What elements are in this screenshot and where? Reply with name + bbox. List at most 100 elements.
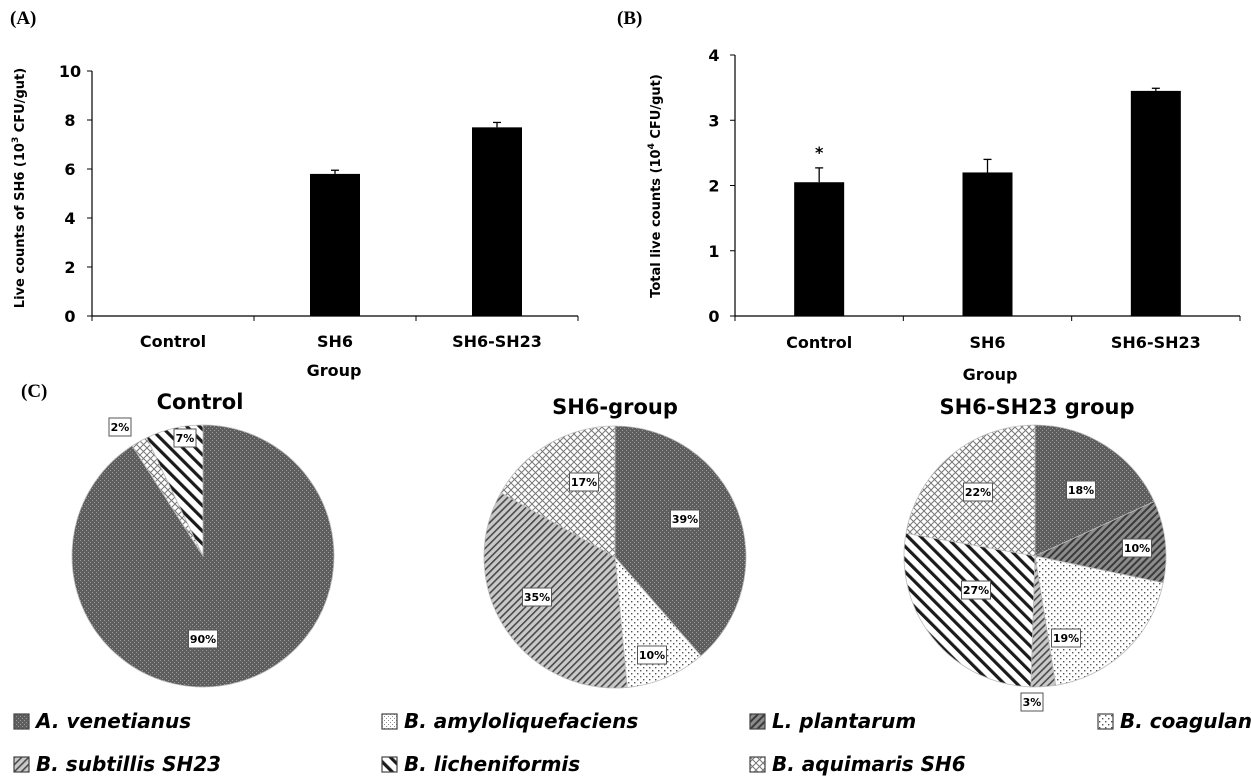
- pie-title-sh6-group: SH6-group: [552, 395, 678, 419]
- legend-label: B. amyloliquefaciens: [404, 709, 638, 733]
- pie-slice: [614, 425, 747, 657]
- pie-label-box: [1122, 538, 1152, 558]
- pie-label-box: [1020, 692, 1044, 712]
- y-tick-label: 2: [708, 177, 719, 196]
- legend-label: B. subtillis SH23: [36, 752, 221, 776]
- pie-label-box: [569, 472, 599, 492]
- legend-swatch: [749, 756, 766, 773]
- bar: [472, 127, 522, 316]
- panel-label-c: (C): [21, 381, 47, 402]
- y-tick-label: 8: [64, 111, 75, 130]
- pie-percent-label: 27%: [963, 584, 989, 597]
- bar: [1130, 90, 1181, 316]
- legend: A. venetianus B. amyloliquefaciens L. plan…: [13, 709, 1251, 776]
- y-axis-title-b-main: Total live counts (10: [649, 149, 664, 297]
- pie-label-box: [1051, 628, 1081, 648]
- pie-chart-control: Control 90% 2% 7%: [71, 390, 335, 688]
- y-tick-label: 2: [64, 258, 75, 277]
- legend-swatch: [1097, 713, 1114, 730]
- pie-title-control: Control: [157, 390, 244, 414]
- pie-percent-label: 35%: [524, 591, 550, 604]
- panel-label-a: (A): [10, 8, 36, 29]
- x-category-label: SH6-SH23: [452, 332, 542, 351]
- pie-title-sh6-sh23-group: SH6-SH23 group: [939, 395, 1134, 419]
- pie-percent-label: 19%: [1053, 632, 1079, 645]
- pie-slice: [500, 425, 616, 558]
- pie-percent-label: 2%: [111, 421, 130, 434]
- legend-swatch: [381, 756, 398, 773]
- pie-slice: [903, 532, 1036, 688]
- legend-swatch: [381, 713, 398, 730]
- legend-item: B. licheniformis: [381, 752, 580, 776]
- pie-label-box: [670, 509, 700, 529]
- pie-slice: [71, 424, 335, 688]
- y-axis-title-a-tail: CFU/gut): [13, 68, 28, 137]
- y-axis-title-a: Live counts of SH6 (103 CFU/gut): [11, 68, 28, 308]
- pie-percent-label: 39%: [672, 513, 698, 526]
- significance-marker: *: [815, 143, 824, 162]
- bar-chart-a: Live counts of SH6 (103 CFU/gut) Group 0…: [11, 62, 579, 380]
- x-axis-title-b: Group: [963, 365, 1018, 384]
- pie-percent-label: 7%: [176, 432, 195, 445]
- x-axis-title-a: Group: [307, 361, 362, 380]
- pie-chart-sh6-group: SH6-group 39% 10% 35% 17%: [483, 395, 747, 689]
- pie-slice: [1034, 555, 1164, 686]
- pie-label-box: [188, 629, 218, 649]
- pie-chart-sh6-sh23-group: SH6-SH23 group 18% 10% 19% 3% 27% 22%: [903, 395, 1167, 712]
- y-axis-title-b-tail: CFU/gut): [649, 74, 664, 143]
- pie-percent-label: 3%: [1023, 696, 1042, 709]
- legend-item: B. subtillis SH23: [13, 752, 221, 776]
- bar: [310, 173, 360, 316]
- panel-label-b: (B): [617, 8, 642, 29]
- pie-label-box: [963, 482, 993, 502]
- legend-label: A. venetianus: [34, 709, 191, 733]
- x-category-label: SH6: [317, 332, 353, 351]
- legend-item: B. amyloliquefaciens: [381, 709, 638, 733]
- pie-slice: [614, 555, 702, 688]
- legend-label: B. aquimaris SH6: [772, 752, 966, 776]
- y-tick-label: 0: [64, 307, 75, 326]
- pie-percent-label: 90%: [190, 633, 216, 646]
- y-axis-title-a-main: Live counts of SH6 (10: [13, 143, 28, 308]
- y-axis-title-b-sup: 4: [647, 143, 657, 149]
- legend-label: B. licheniformis: [404, 752, 580, 776]
- y-tick-label: 6: [64, 160, 75, 179]
- y-tick-label: 4: [64, 209, 75, 228]
- y-tick-label: 4: [708, 46, 719, 65]
- pie-percent-label: 22%: [965, 486, 991, 499]
- legend-swatch: [749, 713, 766, 730]
- pie-percent-label: 17%: [571, 476, 597, 489]
- bar-chart-b: Total live counts (104 CFU/gut) Group 01…: [647, 46, 1241, 384]
- legend-item: B. aquimaris SH6: [749, 752, 966, 776]
- y-tick-label: 10: [59, 62, 81, 81]
- legend-item: A. venetianus: [13, 709, 191, 733]
- pie-percent-label: 18%: [1068, 484, 1094, 497]
- pie-percent-label: 10%: [1124, 542, 1150, 555]
- x-category-label: SH6: [969, 333, 1005, 352]
- legend-swatch: [13, 756, 30, 773]
- x-category-label: Control: [140, 332, 206, 351]
- legend-label: B. coagulans: [1120, 709, 1251, 733]
- pie-slice: [483, 492, 628, 689]
- legend-item: L. plantarum: [749, 709, 916, 733]
- legend-label: L. plantarum: [772, 709, 916, 733]
- pie-label-box: [961, 580, 991, 600]
- bar: [962, 172, 1013, 316]
- y-axis-title-b: Total live counts (104 CFU/gut): [647, 74, 664, 298]
- bar: [794, 182, 845, 316]
- pie-label-box: [1066, 480, 1096, 500]
- y-axis-title-a-sup: 3: [11, 137, 21, 143]
- pie-label-box: [637, 645, 667, 665]
- legend-item: B. coagulans: [1097, 709, 1251, 733]
- x-category-label: SH6-SH23: [1111, 333, 1201, 352]
- pie-label-box: [173, 428, 197, 448]
- y-tick-label: 0: [708, 307, 719, 326]
- legend-swatch: [13, 713, 30, 730]
- y-tick-label: 3: [708, 111, 719, 130]
- pie-label-box: [108, 417, 132, 437]
- pie-slice: [146, 424, 204, 557]
- x-category-label: Control: [786, 333, 852, 352]
- pie-label-box: [522, 587, 552, 607]
- y-tick-label: 1: [708, 242, 719, 261]
